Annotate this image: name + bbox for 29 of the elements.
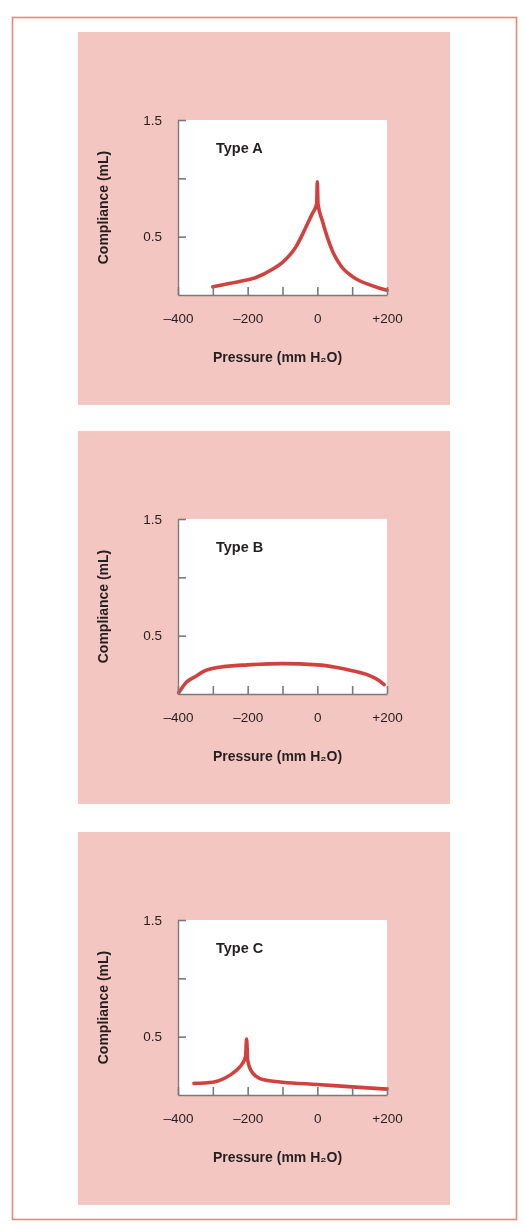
x-tick-label: –200	[233, 1110, 264, 1126]
x-tick-label: –400	[163, 1110, 194, 1126]
text: Type A	[216, 140, 264, 156]
x-tick-label: 0	[314, 310, 322, 326]
y-axis-title: Compliance (mL)	[94, 950, 111, 1065]
x-axis-title: Pressure (mm H₂O)	[212, 1148, 343, 1165]
y-tick-label: 0.5	[143, 1029, 162, 1045]
y-axis-title: Compliance (mL)	[94, 150, 111, 265]
line-series	[211, 180, 389, 293]
x-tick-label: +200	[372, 1110, 403, 1126]
y-tick-label: 1.5	[143, 912, 162, 928]
x-axis-title: Pressure (mm H₂O)	[212, 747, 343, 764]
x-tick-label: +200	[372, 310, 403, 326]
y-axis-title: Compliance (mL)	[94, 549, 111, 664]
y-tick-label: 0.5	[143, 628, 162, 644]
text: Type B	[216, 539, 264, 555]
y-tick-label: 1.5	[143, 112, 162, 128]
x-tick-label: –400	[163, 310, 194, 326]
line-series	[192, 1037, 389, 1091]
y-tick-label: 0.5	[143, 229, 162, 245]
x-axis-title: Pressure (mm H₂O)	[212, 348, 343, 365]
y-tick-label: 1.5	[143, 511, 162, 527]
x-tick-label: 0	[314, 1110, 322, 1126]
x-tick-label: +200	[372, 709, 403, 725]
x-tick-label: –200	[233, 310, 264, 326]
text: Type C	[216, 940, 264, 956]
x-tick-label: –200	[233, 709, 264, 725]
x-tick-label: 0	[314, 709, 322, 725]
x-tick-label: –400	[163, 709, 194, 725]
